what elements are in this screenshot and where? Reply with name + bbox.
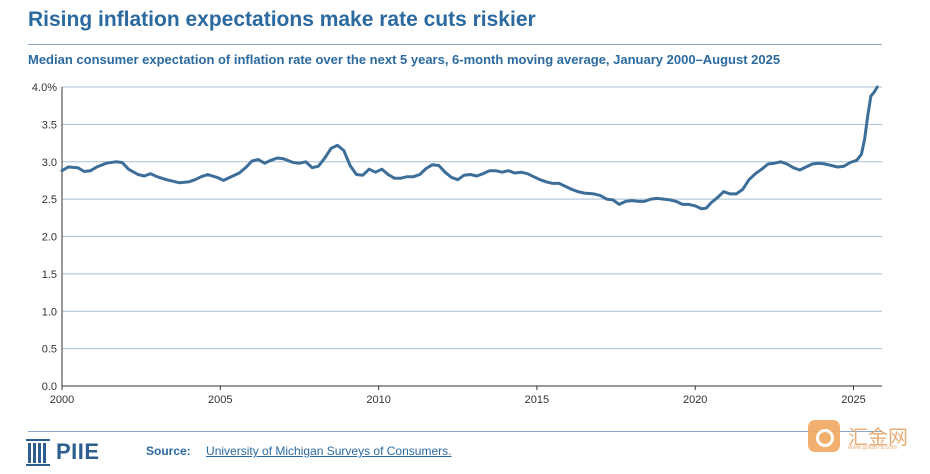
y-tick-label: 0.0 <box>42 381 57 393</box>
y-tick-label: 3.0 <box>42 157 57 169</box>
x-tick-label: 2010 <box>366 394 390 406</box>
y-tick-label: 3.5 <box>42 119 57 131</box>
source-label: Source: <box>146 444 191 458</box>
title-divider <box>28 44 882 45</box>
y-tick-label: 1.5 <box>42 269 57 281</box>
x-tick-label: 2025 <box>841 394 865 406</box>
watermark-subtext: www.gold678.com <box>848 445 897 451</box>
watermark: 汇金网 www.gold678.com <box>808 418 918 458</box>
chart-title: Rising inflation expectations make rate … <box>28 8 536 31</box>
source-note: Source: University of Michigan Surveys o… <box>146 444 451 458</box>
watermark-text: 汇金网 <box>848 427 908 449</box>
y-tick-label: 1.0 <box>42 306 57 318</box>
x-tick-label: 2000 <box>50 394 74 406</box>
footer-divider <box>28 431 882 432</box>
series-line <box>60 85 879 211</box>
gold678-logo-icon <box>808 420 840 452</box>
piie-column-icon <box>26 437 50 467</box>
chart-subtitle: Median consumer expectation of inflation… <box>28 52 781 67</box>
y-tick-label: 4.0% <box>32 82 57 94</box>
y-tick-label: 0.5 <box>42 344 57 356</box>
piie-logo[interactable]: PIIE <box>26 437 100 467</box>
source-link[interactable]: University of Michigan Surveys of Consum… <box>206 444 452 458</box>
y-tick-label: 2.0 <box>42 232 57 244</box>
y-tick-label: 2.5 <box>42 194 57 206</box>
x-tick-label: 2020 <box>683 394 707 406</box>
x-tick-label: 2005 <box>208 394 232 406</box>
x-tick-label: 2015 <box>525 394 549 406</box>
logo-text: PIIE <box>56 439 100 464</box>
